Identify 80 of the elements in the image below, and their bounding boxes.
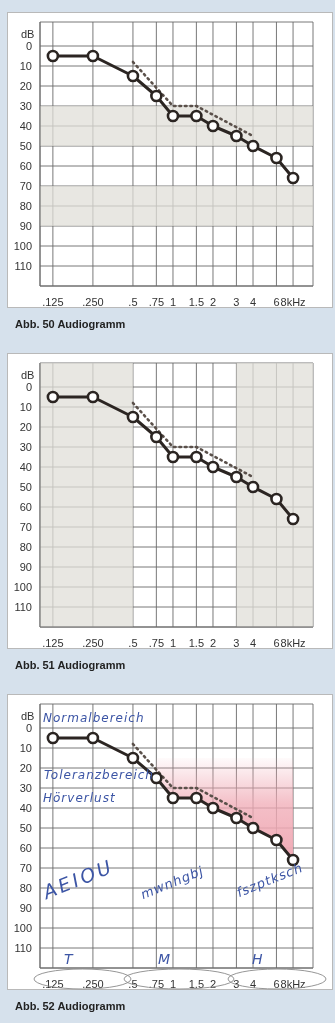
- y-tick-label: 10: [19, 741, 32, 754]
- y-axis-title: dB: [21, 710, 35, 722]
- annotation: Normalbereich: [43, 711, 145, 725]
- y-tick-label: 50: [19, 821, 32, 834]
- x-tick-label: .125: [42, 637, 64, 649]
- x-tick-label: .5: [128, 637, 138, 649]
- y-tick-label: 60: [19, 159, 32, 172]
- x-tick-label: 1.5: [188, 978, 205, 990]
- x-tick-label: 6: [273, 637, 280, 649]
- x-tick-label: .5: [128, 296, 138, 308]
- y-tick-label: 30: [19, 781, 32, 794]
- annotation: T: [64, 951, 74, 967]
- y-tick-label: 0: [25, 380, 32, 393]
- y-tick-label: 70: [19, 520, 32, 533]
- x-tick-label: .75: [148, 296, 165, 308]
- y-tick-label: 100: [13, 239, 32, 252]
- y-tick-label: 80: [19, 540, 32, 553]
- y-tick-label: 40: [19, 801, 32, 814]
- x-tick-label: .250: [82, 978, 104, 990]
- y-tick-label: 90: [19, 219, 32, 232]
- y-tick-label: 80: [19, 881, 32, 894]
- x-tick-label: 1.5: [188, 637, 205, 649]
- x-tick-label: .250: [82, 296, 104, 308]
- x-tick-label: 6: [273, 978, 280, 990]
- x-tick-label: 8kHz: [280, 978, 306, 990]
- text: Abb. 50 Audiogramm: [15, 318, 126, 330]
- y-tick-label: 0: [25, 39, 32, 52]
- y-tick-label: 100: [13, 580, 32, 593]
- y-tick-label: 10: [19, 400, 32, 413]
- x-tick-label: 3: [233, 296, 240, 308]
- y-tick-label: 100: [13, 921, 32, 934]
- x-tick-label: 3: [233, 978, 240, 990]
- y-tick-label: 30: [19, 440, 32, 453]
- x-tick-label: .125: [42, 296, 64, 308]
- y-axis-title: dB: [21, 28, 35, 40]
- x-tick-label: .75: [148, 978, 165, 990]
- x-tick-label: .125: [42, 978, 64, 990]
- y-tick-label: 20: [19, 79, 32, 92]
- y-tick-label: 40: [19, 119, 32, 132]
- x-tick-label: 1: [169, 296, 177, 308]
- text: Abb. 52 Audiogramm: [15, 1000, 126, 1012]
- x-tick-label: 1: [169, 637, 177, 649]
- y-tick-label: 30: [19, 99, 32, 112]
- annotation: Hörverlust: [43, 791, 116, 805]
- y-tick-label: 80: [19, 199, 32, 212]
- y-tick-label: 70: [19, 179, 32, 192]
- y-tick-label: 50: [19, 480, 32, 493]
- x-tick-label: 3: [233, 637, 240, 649]
- annotation: M: [158, 951, 172, 967]
- y-tick-label: 90: [19, 560, 32, 573]
- x-tick-label: 8kHz: [280, 296, 306, 308]
- y-tick-label: 60: [19, 500, 32, 513]
- y-tick-label: 10: [19, 59, 32, 72]
- x-tick-label: 2: [209, 296, 217, 308]
- y-axis-title: dB: [21, 369, 35, 381]
- x-tick-label: 4: [249, 296, 257, 308]
- y-tick-label: 70: [19, 861, 32, 874]
- y-tick-label: 20: [19, 761, 32, 774]
- y-tick-label: 110: [14, 941, 32, 954]
- x-tick-label: .250: [82, 637, 104, 649]
- x-tick-label: 4: [249, 978, 257, 990]
- x-tick-label: .5: [128, 978, 138, 990]
- x-tick-label: 1.5: [188, 296, 205, 308]
- y-tick-label: 50: [19, 139, 32, 152]
- y-tick-label: 40: [19, 460, 32, 473]
- y-tick-label: 60: [19, 841, 32, 854]
- y-tick-label: 0: [25, 721, 32, 734]
- x-tick-label: 2: [209, 978, 217, 990]
- y-tick-label: 110: [14, 259, 32, 272]
- y-tick-label: 90: [19, 901, 32, 914]
- annotation: H: [252, 951, 264, 967]
- text: Abb. 51 Audiogramm: [15, 659, 126, 671]
- x-tick-label: 4: [249, 637, 257, 649]
- y-tick-label: 110: [14, 600, 32, 613]
- x-tick-label: 8kHz: [280, 637, 306, 649]
- x-tick-label: 2: [209, 637, 217, 649]
- x-tick-label: 6: [273, 296, 280, 308]
- x-tick-label: 1: [169, 978, 177, 990]
- y-tick-label: 20: [19, 420, 32, 433]
- x-tick-label: .75: [148, 637, 165, 649]
